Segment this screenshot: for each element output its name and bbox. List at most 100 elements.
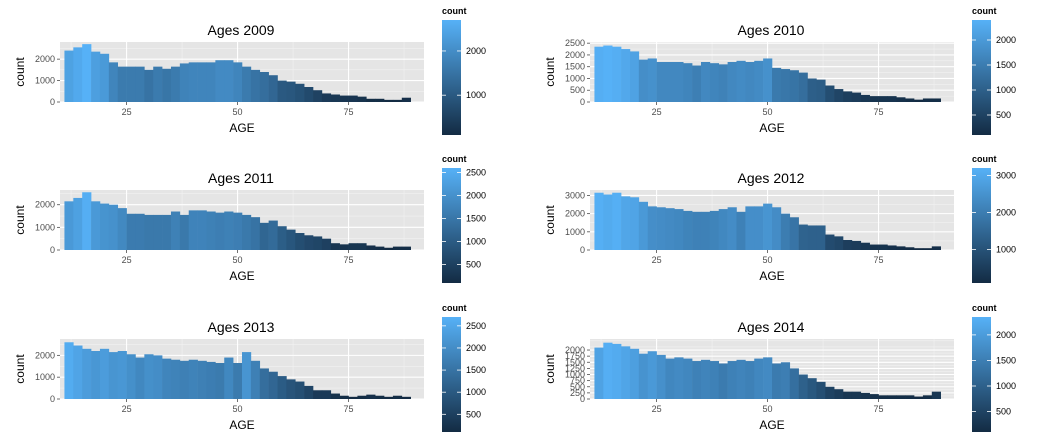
histogram-bar: [215, 60, 225, 102]
histogram-bar: [665, 208, 675, 250]
histogram-bar: [789, 70, 799, 102]
histogram-bar: [321, 238, 332, 250]
x-tick-label: 25: [652, 255, 662, 265]
histogram-bar: [162, 358, 172, 399]
histogram-bar: [313, 390, 323, 399]
histogram-bar: [401, 97, 411, 102]
chart-svg: Ages 2014 25 50 75025050075010001250150017…: [543, 303, 1016, 432]
histogram-bar: [321, 93, 332, 102]
histogram-bar: [763, 203, 773, 250]
y-tick-label: 1000: [565, 227, 585, 237]
y-tick-label: 1000: [565, 73, 585, 83]
histogram-bar: [366, 98, 376, 102]
legend-colorbar: [442, 168, 461, 283]
histogram-bar: [313, 236, 323, 250]
histogram-bar: [188, 62, 198, 102]
histogram-bar: [816, 381, 826, 399]
histogram-bar: [931, 246, 941, 250]
y-tick-label: 1000: [35, 222, 55, 232]
histogram-bar: [727, 361, 737, 399]
histogram-bar: [330, 393, 340, 399]
x-axis-label: AGE: [759, 418, 784, 432]
y-tick-label: 2000: [35, 54, 55, 64]
histogram-bar: [807, 378, 817, 399]
histogram-bar: [242, 352, 252, 399]
histogram-bar: [816, 225, 826, 250]
legend-title: count: [442, 303, 467, 313]
histogram-bar: [392, 99, 403, 102]
histogram-bar: [869, 96, 879, 102]
histogram-bar: [384, 247, 394, 250]
x-axis-label: AGE: [759, 121, 784, 135]
histogram-bar: [683, 358, 693, 399]
histogram-bar: [700, 359, 711, 399]
histogram-bar: [215, 363, 225, 399]
legend-tick-label: 500: [466, 409, 481, 419]
histogram-bar: [922, 395, 933, 399]
y-tick-label: 500: [570, 85, 585, 95]
histogram-bar: [798, 374, 808, 399]
histogram-bar: [348, 243, 358, 250]
y-tick-label: 2000: [35, 200, 55, 210]
histogram-bar: [798, 224, 808, 250]
histogram-bar: [144, 354, 154, 399]
x-tick-label: 75: [874, 255, 884, 265]
histogram-bar: [825, 386, 835, 399]
histogram-bar: [357, 96, 367, 102]
histogram-bar: [82, 192, 92, 250]
y-tick-label: 1500: [565, 62, 585, 72]
histogram-bar: [224, 357, 234, 399]
histogram-bar: [718, 209, 728, 250]
histogram-bar: [206, 211, 216, 250]
legend-tick-label: 2000: [466, 343, 486, 353]
histogram-bar: [709, 63, 720, 102]
histogram-bar: [816, 79, 826, 102]
histogram-bar: [629, 51, 640, 102]
chart-svg: Ages 2009 25 50 75 0 1000 2000 AGE count count 10…: [13, 6, 486, 135]
histogram-bar: [135, 66, 145, 102]
histogram-bar: [612, 46, 622, 102]
y-tick-label: 3000: [565, 190, 585, 200]
histogram-bar: [674, 357, 684, 399]
chart-title: Ages 2009: [208, 22, 275, 38]
histogram-bar: [277, 376, 287, 399]
histogram-bar: [603, 194, 613, 250]
legend-tick-label: 2000: [996, 208, 1016, 218]
y-axis-label: count: [543, 354, 557, 384]
y-axis-label: count: [543, 205, 557, 235]
histogram-bar: [905, 247, 915, 250]
x-tick-label: 75: [344, 404, 354, 414]
histogram-bar: [304, 385, 314, 399]
histogram-bar: [647, 351, 657, 399]
histogram-bar: [772, 67, 782, 102]
legend-tick-label: 1000: [996, 381, 1016, 391]
histogram-bar: [108, 62, 119, 102]
x-tick-label: 75: [874, 107, 884, 117]
x-tick-label: 25: [652, 107, 662, 117]
histogram-bar: [914, 99, 924, 102]
histogram-bar: [878, 244, 888, 250]
x-tick-label: 50: [233, 404, 243, 414]
chart-ages-2009: Ages 2009 25 50 75 0 1000 2000 AGE count count 10…: [0, 0, 530, 146]
histogram-bar: [224, 211, 234, 250]
legend-colorbar: [972, 168, 991, 283]
histogram-bar: [233, 363, 243, 399]
histogram-bar: [594, 347, 604, 399]
histogram-bar: [277, 80, 287, 102]
histogram-bar: [727, 207, 737, 250]
histogram-bar: [188, 210, 198, 250]
y-tick-label: 0: [580, 97, 585, 107]
histogram-bar: [82, 44, 92, 102]
legend-tick-label: 1000: [466, 90, 486, 100]
histogram-bar: [709, 210, 720, 250]
histogram-bar: [250, 69, 261, 102]
histogram-bar: [126, 66, 136, 102]
chart-title: Ages 2011: [208, 170, 274, 186]
histogram-bar: [718, 363, 728, 399]
histogram-bar: [392, 246, 403, 250]
histogram-bar: [914, 248, 924, 250]
histogram-bar: [665, 62, 675, 102]
histogram-bar: [869, 394, 879, 399]
histogram-bar: [295, 233, 305, 250]
x-tick-label: 50: [763, 404, 773, 414]
